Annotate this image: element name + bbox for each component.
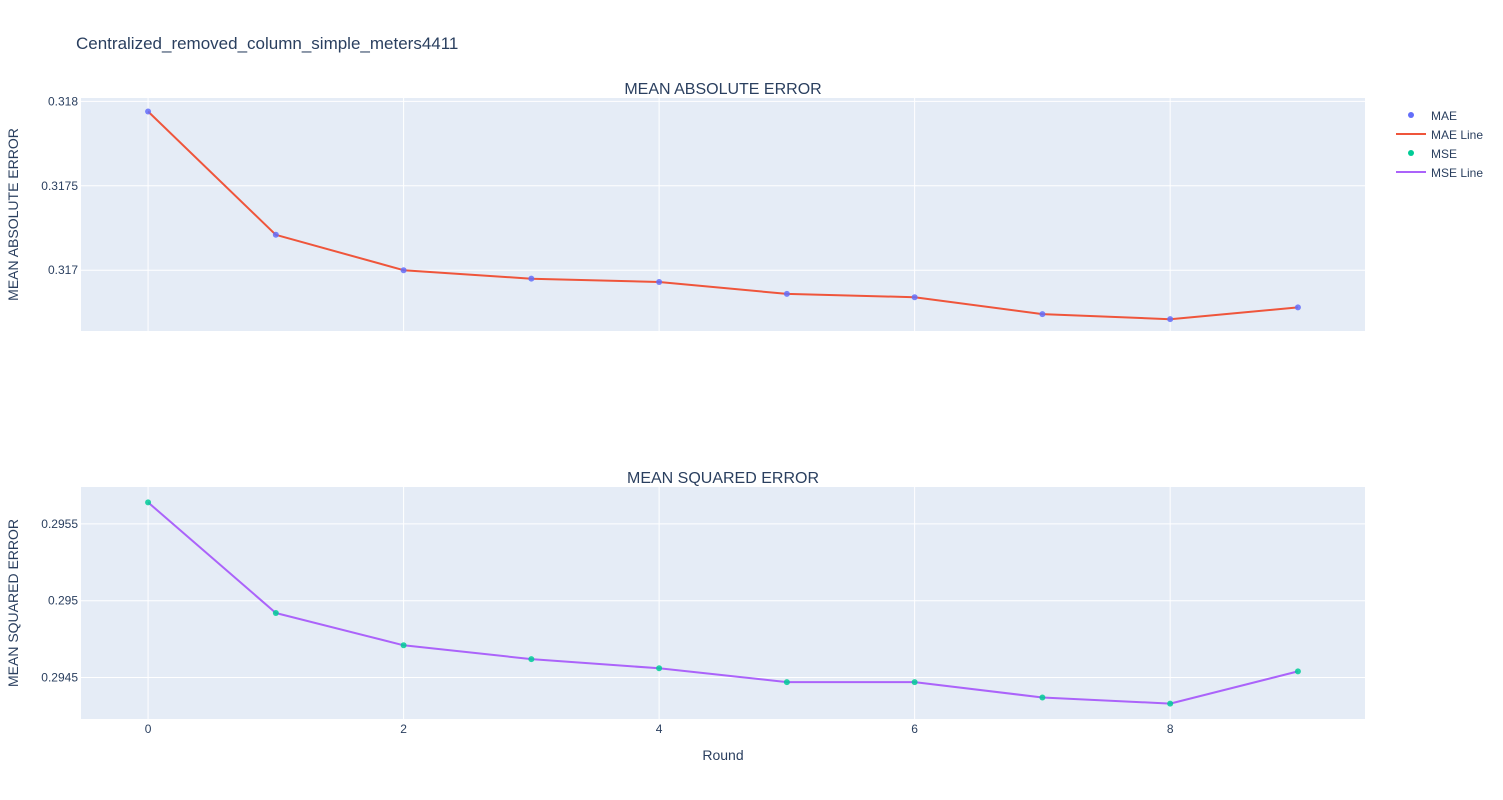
- data-point: [145, 108, 152, 115]
- data-point: [528, 656, 535, 663]
- subplot-2: 0.2945 0.295 0.2955 0 2 4 6 8 MEAN SQUARED ERROR…: [5, 470, 1365, 763]
- data-point: [1294, 304, 1301, 311]
- legend-label: MSE Line: [1431, 165, 1484, 180]
- data-point: [1039, 694, 1046, 701]
- y-tick-label: 0.318: [48, 94, 78, 108]
- data-point: [1167, 316, 1174, 323]
- y-axis-title: MEAN ABSOLUTE ERROR: [5, 128, 21, 301]
- y-tick-label: 0.295: [48, 594, 78, 608]
- legend-line-icon: [1394, 125, 1428, 144]
- plot-background: [81, 487, 1365, 719]
- x-tick-label: 0: [145, 722, 152, 736]
- legend: MAE MAE Line MSE MSE Line: [1394, 106, 1483, 182]
- data-point: [656, 279, 663, 286]
- data-point: [145, 499, 152, 506]
- series-markers-mse: [145, 499, 1301, 707]
- data-point: [400, 642, 407, 649]
- legend-label: MSE: [1431, 146, 1458, 161]
- data-point: [1294, 668, 1301, 675]
- y-tick-label: 0.2945: [41, 671, 78, 685]
- legend-item-mae[interactable]: MAE: [1394, 106, 1483, 125]
- data-point: [783, 679, 790, 686]
- chart-title: Centralized_removed_column_simple_meters…: [76, 34, 459, 53]
- data-point: [911, 679, 918, 686]
- x-tick-label: 2: [400, 722, 407, 736]
- data-point: [1167, 700, 1174, 707]
- data-point: [400, 267, 407, 274]
- data-point: [272, 609, 279, 616]
- legend-label: MAE: [1431, 108, 1458, 123]
- x-tick-label: 6: [911, 722, 918, 736]
- data-point: [272, 231, 279, 238]
- data-point: [783, 290, 790, 297]
- subplot-title: MEAN ABSOLUTE ERROR: [624, 81, 821, 98]
- legend-item-mse-line[interactable]: MSE Line: [1394, 163, 1483, 182]
- data-point: [656, 665, 663, 672]
- y-axis-title: MEAN SQUARED ERROR: [5, 519, 21, 687]
- y-tick-label: 0.2955: [41, 517, 78, 531]
- x-tick-label: 4: [656, 722, 663, 736]
- legend-item-mae-line[interactable]: MAE Line: [1394, 125, 1483, 144]
- data-point: [1039, 311, 1046, 318]
- legend-label: MAE Line: [1431, 127, 1484, 142]
- subplot-title: MEAN SQUARED ERROR: [627, 470, 819, 487]
- y-tick-label: 0.3175: [41, 179, 78, 193]
- plot-background: [81, 98, 1365, 331]
- legend-marker-icon: [1394, 106, 1428, 125]
- series-markers-mae: [145, 108, 1301, 323]
- y-tick-label: 0.317: [48, 263, 78, 277]
- data-point: [911, 294, 918, 301]
- legend-item-mse[interactable]: MSE: [1394, 144, 1483, 163]
- x-tick-label: 8: [1167, 722, 1174, 736]
- legend-line-icon: [1394, 163, 1428, 182]
- x-axis-title: Round: [702, 747, 743, 763]
- series-line-mse-line: [147, 501, 1299, 705]
- subplot-1: 0.317 0.3175 0.318 MEAN ABSOLUTE ERROR MEAN …: [5, 81, 1365, 331]
- legend-marker-icon: [1394, 144, 1428, 163]
- data-point: [528, 275, 535, 282]
- series-line-mae-line: [147, 110, 1298, 321]
